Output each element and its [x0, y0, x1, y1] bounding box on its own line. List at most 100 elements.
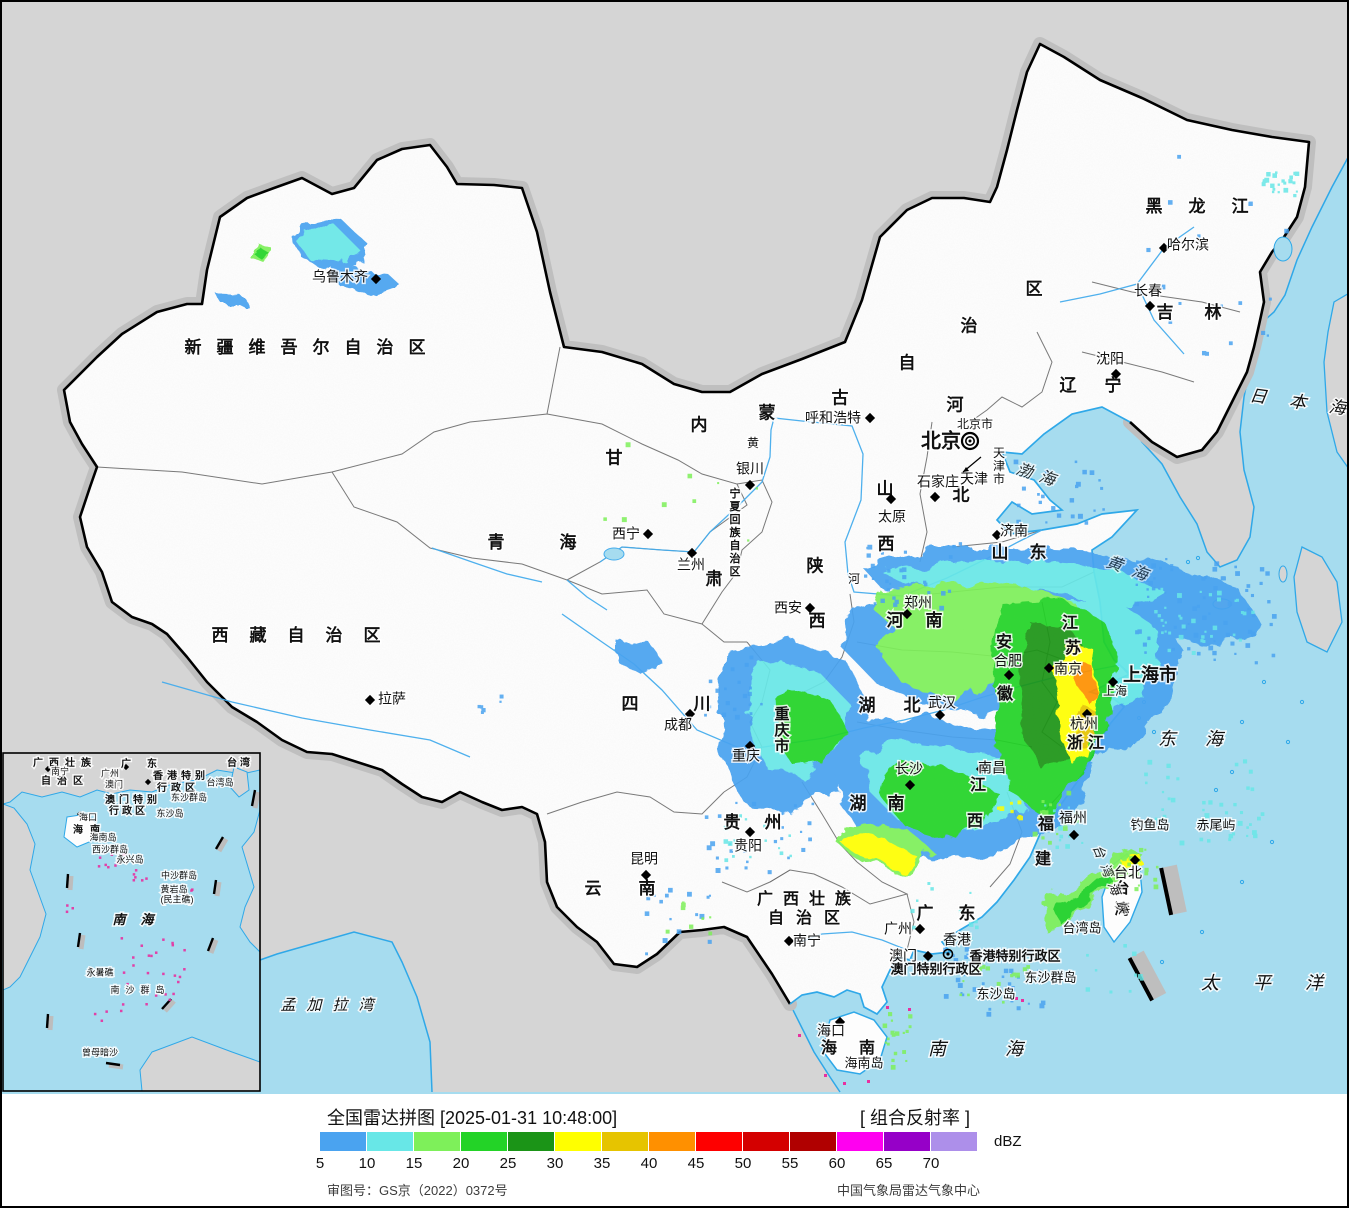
legend-swatch-60 — [837, 1132, 884, 1151]
map-label: 海口 — [79, 811, 97, 822]
map-label: 南京 — [1054, 661, 1082, 677]
map-label: 台湾岛 — [206, 776, 233, 787]
echo-blob-dbz5 — [618, 642, 664, 675]
map-label: 西藏自治区 — [212, 625, 381, 645]
nine-dash-segment — [206, 937, 215, 952]
map-label: 广东 — [917, 903, 976, 923]
map-label: 香港特别行政区 — [968, 948, 1060, 963]
echo-blob-dbz30 — [845, 834, 918, 868]
map-label: 湖北 — [859, 696, 921, 715]
legend-swatch-25 — [508, 1132, 555, 1151]
map-label: 浙江 — [1067, 733, 1104, 752]
legend-swatch-45 — [696, 1132, 743, 1151]
map-label: 甘 — [606, 447, 623, 467]
nine-dash-segment — [65, 873, 70, 889]
map-label: 广西壮族 — [33, 756, 92, 769]
city-marker — [1081, 708, 1093, 720]
map-label: 郑州 — [904, 595, 932, 611]
map-label: 黑龙江 — [1146, 196, 1249, 216]
map-label: 合肥 — [994, 653, 1022, 669]
map-label: 澳门 — [889, 948, 917, 964]
map-label: 江 — [970, 776, 986, 794]
map-label: 孟加拉湾 — [280, 997, 376, 1014]
map-label: 东沙岛 — [156, 807, 183, 818]
echo-blob-dbz40 — [1079, 662, 1098, 704]
map-label: 河 — [947, 395, 964, 414]
legend-tick: 20 — [452, 1155, 470, 1172]
legend-tick: 60 — [828, 1155, 846, 1172]
map-label: 香港 — [943, 932, 971, 948]
map-label: 呼和浩特 — [805, 410, 861, 426]
map-label: 西 — [809, 611, 826, 630]
legend-tick: 15 — [405, 1155, 423, 1172]
map-label: 陕 — [807, 555, 824, 575]
map-label: 川 — [693, 694, 711, 713]
map-label: 山东 — [992, 542, 1047, 562]
map-label: 拉萨 — [378, 691, 406, 707]
city-marker — [1158, 242, 1170, 254]
map-label: 四 — [622, 694, 639, 713]
map-label: 杭州 — [1070, 716, 1098, 732]
map-label: 自治区 — [41, 774, 83, 787]
map-label: 自治区 — [768, 908, 840, 927]
legend-tick: 55 — [781, 1155, 799, 1172]
map-label: 行政区 — [156, 781, 195, 794]
map-label: 长沙 — [895, 761, 923, 777]
legend-swatch-40 — [649, 1132, 696, 1151]
map-label: 湖南 — [850, 793, 905, 813]
map-label: 南海 — [112, 912, 155, 927]
map-label: 福州 — [1059, 810, 1087, 826]
map-label: 自 — [899, 352, 916, 372]
map-label: 太平洋 — [1201, 973, 1325, 993]
map-label: 乌鲁木齐 — [312, 269, 368, 285]
map-label: 西 — [878, 534, 895, 553]
city-marker — [1129, 854, 1141, 866]
map-label: 南海 — [928, 1039, 1026, 1059]
map-label: 吉林 — [1157, 302, 1222, 322]
legend-color-bar — [320, 1132, 978, 1151]
nine-dash-segment — [214, 836, 225, 850]
map-label: 南昌 — [978, 760, 1006, 776]
map-label: 石家庄 — [917, 474, 959, 490]
nine-dash-segment — [105, 1061, 121, 1067]
legend-tick: 45 — [687, 1155, 705, 1172]
echo-blob-dbz20 — [253, 245, 268, 260]
map-label: 建 — [1035, 850, 1051, 868]
map-label: 长春 — [1134, 283, 1162, 299]
legend-swatch-15 — [414, 1132, 461, 1151]
map-label: 江 — [1062, 614, 1078, 632]
map-label: 黄 — [747, 436, 759, 450]
map-label: 河南 — [887, 610, 943, 630]
map-label: 云南 — [585, 878, 656, 898]
map-label: 哈尔滨 — [1167, 237, 1209, 253]
map-label: 宁夏回族自治区 — [730, 486, 742, 578]
echo-blob-dbz10 — [882, 560, 1164, 610]
legend-swatch-5 — [320, 1132, 367, 1151]
map-label: 天津 — [960, 471, 988, 487]
map-label: 上海市 — [1123, 664, 1177, 685]
map-label: (民主礁) — [161, 893, 194, 904]
map-label: 香港特别 — [153, 769, 205, 782]
legend-tick: 5 — [315, 1155, 325, 1172]
map-label: 兰州 — [677, 557, 705, 573]
map-label: 蒙 — [759, 402, 776, 422]
map-label: 南宁 — [793, 933, 821, 949]
map-label: 西 — [967, 812, 983, 830]
map-label: 西宁 — [612, 526, 640, 542]
nine-dash-segment — [250, 789, 257, 807]
inset-border — [2, 752, 261, 1092]
sar-marker — [942, 948, 954, 960]
map-label: 黄岩岛 — [160, 883, 187, 894]
legend-tick: 25 — [499, 1155, 517, 1172]
map-label: 海南岛 — [844, 1055, 883, 1070]
map-label: 北 — [953, 485, 970, 504]
map-label: 北京市 — [957, 416, 993, 431]
map-label: 广东 — [121, 757, 157, 770]
map-label: 东沙群岛 — [171, 791, 207, 802]
legend-swatch-35 — [602, 1132, 649, 1151]
map-label: 东沙群岛 — [1024, 970, 1076, 985]
map-label: 钓鱼岛 — [1130, 817, 1169, 832]
echo-blob-dbz10 — [297, 227, 358, 262]
map-label: 肃 — [706, 569, 723, 588]
map-label: 广西壮族 — [757, 889, 852, 908]
